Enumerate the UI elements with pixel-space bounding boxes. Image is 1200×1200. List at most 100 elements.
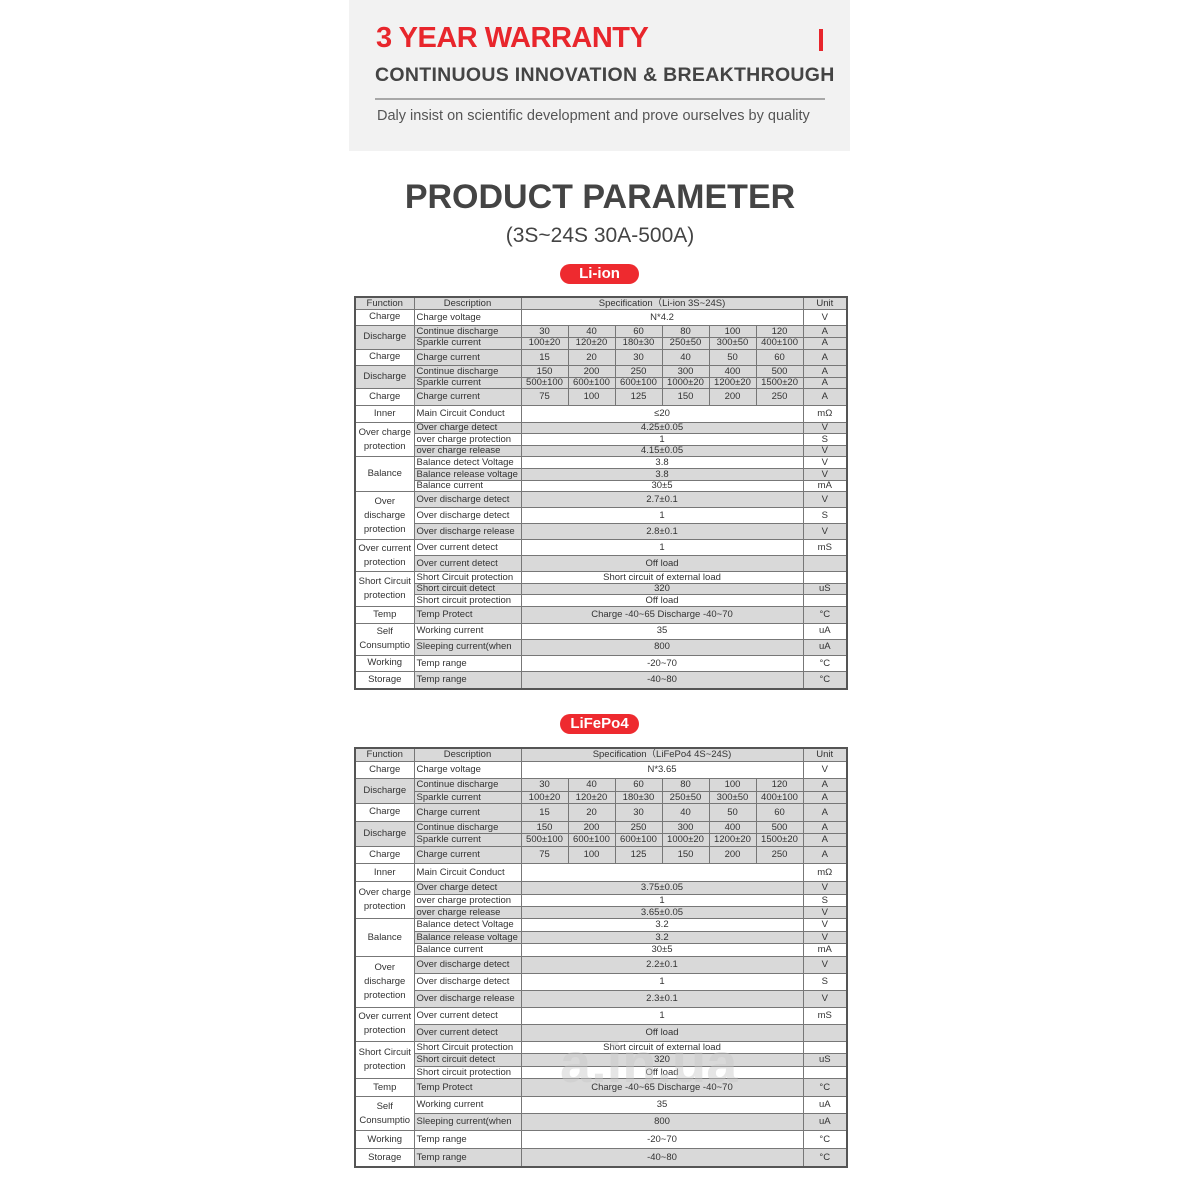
unit-cell: A	[802, 365, 848, 378]
unit-cell: V	[802, 523, 848, 540]
spec-value: 300±50	[708, 790, 757, 805]
function-cell: Inner	[354, 405, 415, 423]
badge-lifepo4: LiFePo4	[560, 714, 639, 734]
spec-value: 800	[520, 1113, 804, 1132]
spec-value: 800	[520, 638, 804, 656]
table-row: Short circuit detect 320 uS	[355, 582, 848, 596]
spec-value: 400±100	[755, 336, 804, 350]
spec-value	[520, 863, 804, 883]
description-cell: Working current	[413, 1095, 522, 1115]
spec-value: 150	[661, 845, 710, 865]
spec-value: 250	[755, 388, 804, 406]
table-row: Over current detect Off load	[355, 554, 848, 573]
description-cell: Temp range	[413, 671, 522, 690]
header-function: Function	[354, 747, 415, 762]
spec-value: 100	[708, 778, 757, 792]
unit-cell: uS	[802, 1053, 848, 1067]
description-cell: Sparkle current	[413, 336, 522, 350]
table-row: Over current protection Over current dete…	[354, 538, 848, 573]
spec-value: 600±100	[567, 376, 616, 390]
unit-cell: mA	[802, 943, 848, 957]
table-row: Charge Charge current 15 20 30 40 50 60 A	[354, 348, 848, 367]
unit-cell: A	[802, 348, 848, 367]
table-row: Balance release voltage 3.2 V	[355, 930, 848, 945]
description-cell: Sparkle current	[413, 833, 522, 847]
spec-value: 400	[708, 820, 757, 835]
function-cell: Over discharge protection	[354, 491, 415, 540]
unit-cell: V	[802, 881, 848, 895]
spec-value: 60	[755, 348, 804, 367]
spec-value: 3.2	[520, 918, 804, 932]
spec-value: 40	[567, 325, 616, 338]
table-row: Storage Temp range -40~80 °C	[354, 1148, 848, 1168]
description-cell: Main Circuit Conduct	[413, 863, 522, 883]
spec-value: 75	[520, 388, 569, 406]
spec-value: 1	[520, 1006, 804, 1025]
description-cell: Over discharge detect	[413, 955, 522, 974]
table-row: Short circuit detect 320 uS	[355, 1053, 848, 1067]
description-cell: Over current detect	[413, 538, 522, 557]
spec-value: 75	[520, 845, 569, 865]
spec-value: 320	[520, 1053, 804, 1067]
table-row: Charge Charge current 75 100 125 150 200 250 A	[354, 845, 848, 865]
spec-value: 20	[567, 803, 616, 822]
description-cell: Sparkle current	[413, 790, 522, 805]
banner-subtitle: CONTINUOUS INNOVATION & BREAKTHROUGH	[375, 64, 835, 86]
spec-value: 200	[708, 845, 757, 865]
table-row: Over discharge protection Over discharge …	[354, 955, 848, 1008]
spec-value: 2.8±0.1	[520, 523, 804, 540]
table-row: over charge release 4.15±0.05 V	[355, 444, 848, 458]
spec-value: 3.65±0.05	[520, 906, 804, 920]
table-row: Sleeping current(when 800 uA	[355, 1113, 848, 1132]
description-cell: Temp Protect	[413, 1078, 522, 1097]
description-cell: Charge current	[413, 388, 522, 406]
spec-value: Off load	[520, 1023, 804, 1042]
function-cell: Short Circuit protection	[354, 1040, 415, 1080]
spec-value: 60	[614, 778, 663, 792]
function-cell: Working	[354, 1130, 415, 1149]
spec-value: 1	[520, 893, 804, 908]
table-row: Over discharge release 2.3±0.1 V	[355, 989, 848, 1008]
unit-cell: V	[802, 456, 848, 470]
spec-value: 200	[567, 365, 616, 378]
spec-value: 3.75±0.05	[520, 881, 804, 895]
table-row: Over discharge detect 1 S	[355, 507, 848, 525]
spec-value: 80	[661, 778, 710, 792]
spec-value: Charge -40~65 Discharge -40~70	[520, 605, 804, 624]
description-cell: Short Circuit protection	[413, 1040, 522, 1055]
spec-value: 1	[520, 538, 804, 557]
description-cell: Over discharge detect	[413, 972, 522, 991]
description-cell: Over discharge detect	[413, 507, 522, 525]
table-row: Charge Charge current 15 20 30 40 50 60 A	[354, 803, 848, 822]
unit-cell	[802, 554, 848, 573]
spec-value: 3.2	[520, 930, 804, 945]
unit-cell: mΩ	[802, 405, 848, 423]
accent-bar	[819, 29, 823, 51]
table-row: Short Circuit protection Short Circuit pr…	[354, 1040, 848, 1080]
description-cell: Continue discharge	[413, 820, 522, 835]
unit-cell: V	[802, 930, 848, 945]
table-row: over charge release 3.65±0.05 V	[355, 906, 848, 920]
spec-value: 150	[520, 365, 569, 378]
description-cell: Charge voltage	[413, 760, 522, 780]
spec-value: 200	[708, 388, 757, 406]
unit-cell: V	[802, 760, 848, 780]
unit-cell: S	[802, 433, 848, 446]
function-cell: Temp	[354, 1078, 415, 1097]
warranty-banner: 3 YEAR WARRANTY CONTINUOUS INNOVATION & …	[349, 0, 850, 151]
spec-value: 60	[614, 325, 663, 338]
header-unit: Unit	[802, 747, 848, 762]
spec-value: N*3.65	[520, 760, 804, 780]
spec-value: Short circuit of external load	[520, 571, 804, 584]
warranty-title: 3 YEAR WARRANTY	[376, 22, 649, 54]
spec-value: -20~70	[520, 1130, 804, 1149]
unit-cell: °C	[802, 671, 848, 690]
unit-cell	[802, 594, 848, 607]
unit-cell: V	[802, 444, 848, 458]
unit-cell: V	[802, 491, 848, 509]
unit-cell: V	[802, 918, 848, 932]
spec-value: Off load	[520, 554, 804, 573]
table-row: Over charge protection Over charge detect…	[354, 421, 848, 458]
table-row: Discharge Continue discharge 30 40 60 80 100 12…	[354, 325, 848, 350]
spec-value: 40	[661, 348, 710, 367]
